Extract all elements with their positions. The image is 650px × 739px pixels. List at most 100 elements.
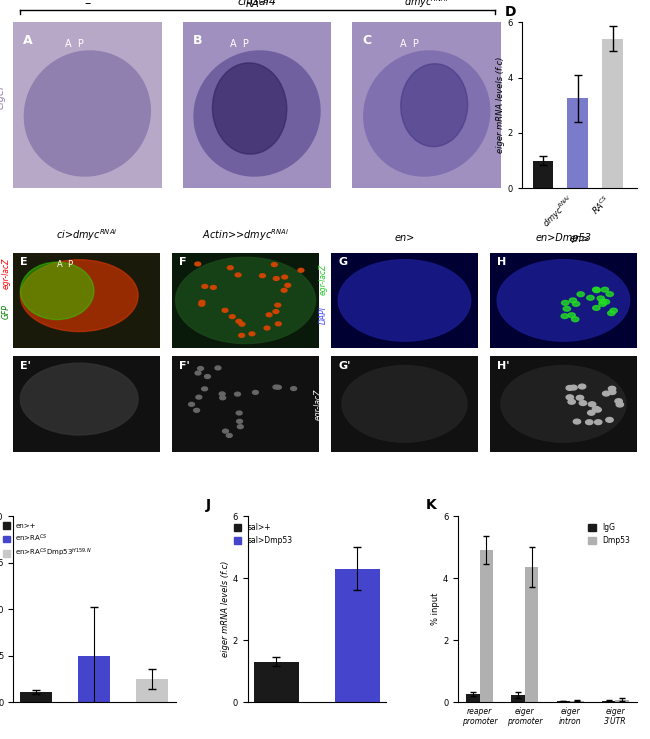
Circle shape [588,410,595,415]
Circle shape [275,303,281,307]
Bar [532,160,553,188]
Circle shape [211,285,216,290]
Legend: sal>+, sal>Dmp53: sal>+, sal>Dmp53 [231,520,296,548]
Circle shape [566,395,573,400]
Circle shape [202,285,208,288]
Text: GFP: GFP [1,304,10,319]
Circle shape [205,375,211,378]
Text: egr-lacZ: egr-lacZ [319,264,328,295]
Text: F': F' [179,361,190,371]
Ellipse shape [213,63,287,154]
Text: A  P: A P [65,38,84,49]
Circle shape [563,307,571,311]
Circle shape [194,409,200,412]
Circle shape [266,313,272,317]
Circle shape [281,275,287,279]
Ellipse shape [194,51,320,176]
Ellipse shape [20,363,138,435]
Text: B: B [193,34,203,47]
Ellipse shape [24,51,150,176]
Text: K: K [426,498,437,512]
Circle shape [222,308,228,313]
Circle shape [202,387,207,391]
X-axis label: en>: en> [569,234,590,244]
Circle shape [573,302,580,307]
Circle shape [593,305,600,310]
Text: RA$^{CS}$: RA$^{CS}$ [245,0,269,10]
Y-axis label: eiger mRNA levels (f.c): eiger mRNA levels (f.c) [221,561,230,657]
Circle shape [239,322,245,326]
Circle shape [568,399,575,404]
Circle shape [220,396,226,400]
Text: D: D [505,5,516,19]
Circle shape [593,287,600,292]
Circle shape [561,314,569,319]
Text: E': E' [20,361,31,371]
Circle shape [276,322,281,326]
Circle shape [588,402,596,406]
Legend: en>+, en>RA$^{CS}$, en>RA$^{CS}$Dmp53$^{H159.N}$: en>+, en>RA$^{CS}$, en>RA$^{CS}$Dmp53$^{… [0,520,96,562]
Circle shape [249,332,255,336]
Y-axis label: % input: % input [431,593,440,625]
Text: A  P: A P [230,38,249,49]
Circle shape [599,302,606,307]
Circle shape [236,319,242,323]
Circle shape [597,296,604,301]
Circle shape [606,292,614,296]
Bar [136,679,168,702]
Circle shape [594,407,601,412]
Text: en>: en> [395,233,415,243]
Text: eiger: eiger [0,84,5,109]
Bar [556,701,570,702]
Ellipse shape [176,257,315,344]
Circle shape [199,302,205,306]
Text: egr-lacZ: egr-lacZ [0,388,5,420]
Circle shape [264,326,270,330]
Bar [466,695,480,702]
Circle shape [606,418,613,422]
Circle shape [215,366,221,370]
Circle shape [573,419,580,424]
Circle shape [252,390,258,395]
Text: A  P: A P [400,38,419,49]
Circle shape [237,425,243,429]
Circle shape [566,386,573,390]
Circle shape [195,262,201,266]
Ellipse shape [20,262,94,319]
Circle shape [601,287,608,292]
Circle shape [273,310,279,313]
Text: G': G' [338,361,350,371]
Text: ci>dmyc$^{RNAi}$: ci>dmyc$^{RNAi}$ [56,227,118,243]
Text: Actin>>dmyc$^{RNAi}$: Actin>>dmyc$^{RNAi}$ [202,227,289,243]
Text: ci-Gal4: ci-Gal4 [237,0,276,7]
Circle shape [227,266,233,270]
Bar [79,655,110,702]
Circle shape [199,300,205,304]
Text: egr-lacZ: egr-lacZ [313,388,322,420]
Circle shape [608,389,616,395]
Circle shape [259,273,265,278]
Text: –: – [84,0,90,10]
Circle shape [603,391,610,396]
Circle shape [188,403,194,406]
Circle shape [237,420,242,423]
Text: G: G [338,257,347,268]
Circle shape [603,299,610,304]
Circle shape [291,386,296,390]
Bar [512,695,525,702]
Circle shape [235,392,240,396]
Ellipse shape [338,259,471,341]
Circle shape [592,406,600,411]
Ellipse shape [501,366,626,442]
Circle shape [562,301,569,305]
Circle shape [273,385,279,389]
Circle shape [222,429,228,433]
Circle shape [570,385,577,390]
Text: J: J [206,498,211,512]
Text: E: E [20,257,28,268]
Circle shape [595,420,602,424]
Ellipse shape [342,366,467,442]
Bar [335,569,380,702]
Circle shape [229,315,235,319]
Text: H: H [497,257,506,268]
